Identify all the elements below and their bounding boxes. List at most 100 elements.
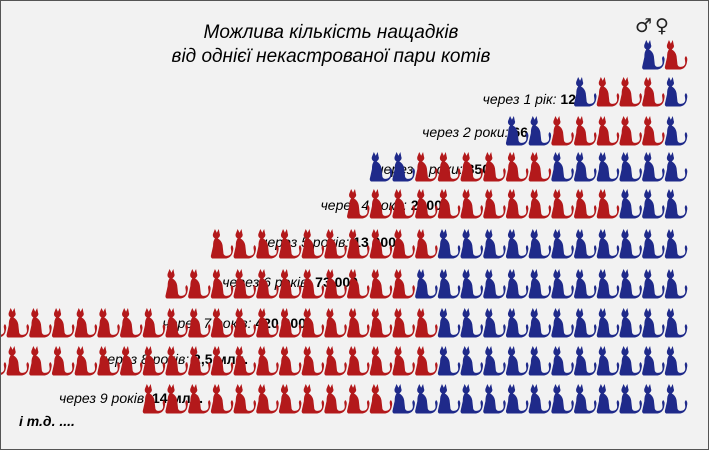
gender-symbols: ♂ ♀ <box>635 15 695 41</box>
female-cat-icon <box>324 308 347 338</box>
male-cat-icon <box>664 229 688 259</box>
female-cat-icon <box>301 269 325 299</box>
female-cat-icon <box>369 269 393 299</box>
female-cat-icon <box>233 346 257 376</box>
male-cat-icon <box>664 189 688 219</box>
female-cat-icon <box>142 346 166 376</box>
female-cat-icon <box>233 384 257 414</box>
female-cat-icon <box>483 152 506 182</box>
female-cat-icon <box>415 152 438 182</box>
male-cat-icon <box>664 384 688 414</box>
female-cat-icon <box>392 308 415 338</box>
male-cat-icon <box>574 152 597 182</box>
female-cat-icon <box>74 346 98 376</box>
male-cat-icon <box>415 384 438 414</box>
female-cat-icon <box>369 346 393 376</box>
female-cat-icon <box>6 308 30 338</box>
male-cat-icon <box>574 308 597 338</box>
female-cat-icon <box>596 189 620 219</box>
female-cat-icon <box>278 346 302 376</box>
male-cat-icon <box>483 308 506 338</box>
male-cat-icon <box>664 346 688 376</box>
female-cat-icon <box>369 384 393 414</box>
female-cat-icon <box>256 384 279 414</box>
male-cat-icon <box>551 308 574 338</box>
male-cat-icon <box>619 269 642 299</box>
male-cat-icon <box>460 269 484 299</box>
female-cat-icon <box>392 269 415 299</box>
title-line-1: Можлива кількість нащадків <box>203 22 459 43</box>
male-cat-icon <box>483 229 506 259</box>
male-cat-icon <box>528 116 552 146</box>
male-cat-icon <box>619 308 642 338</box>
female-cat-icon <box>369 308 393 338</box>
male-cat-icon <box>642 229 665 259</box>
female-cat-icon <box>74 308 98 338</box>
female-cat-icon <box>233 308 257 338</box>
male-cat-icon <box>437 308 461 338</box>
male-cat-icon <box>664 308 688 338</box>
female-cat-icon <box>165 308 188 338</box>
female-cat-icon <box>347 229 370 259</box>
row-prefix: через 9 років: <box>59 390 149 406</box>
male-cat-icon <box>528 269 552 299</box>
male-cat-icon <box>505 116 529 146</box>
male-cat-icon <box>574 229 597 259</box>
female-cat-icon <box>1 362 7 375</box>
male-cat-icon <box>664 269 688 299</box>
female-cat-icon <box>369 189 393 219</box>
male-cat-icon <box>437 384 461 414</box>
male-symbol-icon: ♂ <box>635 15 653 37</box>
female-cat-icon <box>415 346 438 376</box>
female-cat-icon <box>347 308 370 338</box>
male-cat-icon <box>415 269 438 299</box>
male-cat-icon <box>505 269 529 299</box>
male-cat-icon <box>369 152 393 182</box>
female-cat-icon <box>392 189 415 219</box>
female-cat-icon <box>51 308 75 338</box>
female-cat-icon <box>29 346 52 376</box>
row-prefix: через 2 роки: <box>422 124 509 140</box>
male-cat-icon <box>574 269 597 299</box>
parent-pair <box>642 40 688 70</box>
male-cat-icon <box>437 269 461 299</box>
female-cat-icon <box>551 189 574 219</box>
female-cat-icon <box>51 346 75 376</box>
male-cat-icon <box>528 308 552 338</box>
male-cat-icon <box>392 152 415 182</box>
female-cat-icon <box>347 384 370 414</box>
female-cat-icon <box>301 308 325 338</box>
row-prefix: через 1 рік: <box>482 91 557 107</box>
female-cat-icon <box>574 189 597 219</box>
female-cat-icon <box>210 384 234 414</box>
male-cat-icon <box>642 384 665 414</box>
male-cat-icon <box>574 77 597 107</box>
female-cat-icon <box>505 152 529 182</box>
female-cat-icon <box>278 229 302 259</box>
female-cat-icon <box>301 384 325 414</box>
male-cat-icon <box>664 77 688 107</box>
female-cat-icon <box>188 308 211 338</box>
male-cat-icon <box>664 116 688 146</box>
female-cat-icon <box>437 189 461 219</box>
female-cat-icon <box>505 189 529 219</box>
female-cat-icon <box>664 40 688 70</box>
male-cat-icon <box>596 152 620 182</box>
female-cat-icon <box>347 269 370 299</box>
male-cat-icon <box>642 269 665 299</box>
row-count: 73 000 <box>315 274 358 290</box>
male-cat-icon <box>619 346 642 376</box>
female-cat-icon <box>233 269 257 299</box>
female-cat-icon <box>256 346 279 376</box>
male-cat-icon <box>505 308 529 338</box>
male-cat-icon <box>642 189 665 219</box>
male-cat-icon <box>551 384 574 414</box>
female-cat-icon <box>210 346 234 376</box>
female-cat-icon <box>165 384 188 414</box>
male-cat-icon <box>483 269 506 299</box>
female-cat-icon <box>256 269 279 299</box>
female-cat-icon <box>347 189 370 219</box>
female-cat-icon <box>210 269 234 299</box>
